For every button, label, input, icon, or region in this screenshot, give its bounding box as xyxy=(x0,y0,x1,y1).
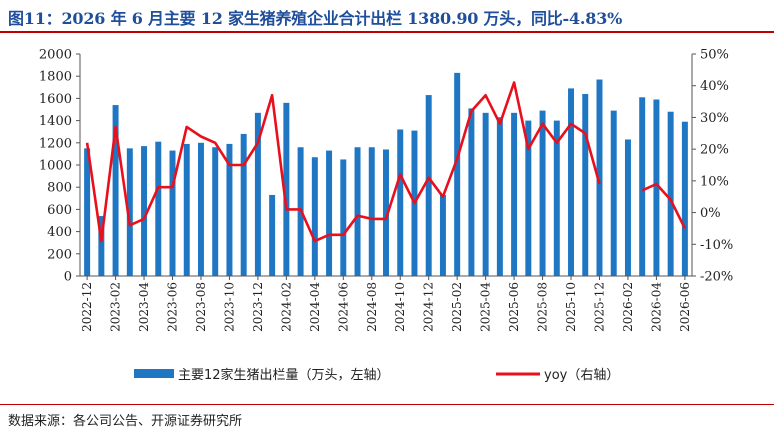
x-tick-label: 2025-12 xyxy=(592,282,606,332)
bar xyxy=(141,146,148,276)
x-tick-label: 2025-02 xyxy=(450,282,464,332)
bar xyxy=(368,147,375,276)
bar xyxy=(340,159,347,276)
chart-title: 图11：2026 年 6 月主要 12 家生猪养殖企业合计出栏 1380.90 … xyxy=(8,9,623,28)
x-tick-label: 2025-06 xyxy=(507,282,521,332)
bar xyxy=(397,129,404,276)
bar xyxy=(326,150,333,276)
bar xyxy=(439,194,446,276)
bar xyxy=(468,108,475,276)
bar xyxy=(653,99,660,276)
x-tick-label: 2025-10 xyxy=(564,282,578,332)
plot-area: 0 200 400 600 800 1000 1200 1400 1600 1800 2000 -20… xyxy=(39,48,733,332)
bar xyxy=(667,111,674,276)
left-tick-label: 200 xyxy=(47,247,72,262)
legend-bar-label: 主要12家生猪出栏量（万头，左轴） xyxy=(178,367,390,383)
right-tick-label: 40% xyxy=(700,79,729,94)
x-tick-label: 2024-04 xyxy=(308,282,322,332)
bar xyxy=(624,139,631,276)
left-tick-label: 0 xyxy=(64,270,72,285)
legend: 主要12家生猪出栏量（万头，左轴） yoy（右轴） xyxy=(134,367,619,383)
right-tick-label: 0% xyxy=(700,206,721,221)
chart-svg: 0 200 400 600 800 1000 1200 1400 1600 1800 2000 -20… xyxy=(39,48,733,384)
source-note: 数据来源：各公司公告、开源证券研究所 xyxy=(8,414,243,429)
bar xyxy=(240,133,247,276)
right-tick-label: -10% xyxy=(700,238,733,253)
bar xyxy=(212,147,219,276)
x-tick-label: 2025-04 xyxy=(479,282,493,332)
bar xyxy=(596,79,603,276)
bar xyxy=(311,157,318,276)
left-tick-label: 1800 xyxy=(39,70,72,85)
left-tick-label: 1200 xyxy=(39,136,72,151)
x-tick-label: 2024-06 xyxy=(336,282,350,332)
right-tick-label: 30% xyxy=(700,111,729,126)
bar xyxy=(568,88,575,276)
left-tick-label: 2000 xyxy=(39,48,72,63)
x-tick-label: 2023-12 xyxy=(251,282,265,332)
bar xyxy=(197,142,204,276)
bar xyxy=(254,112,261,276)
bar xyxy=(283,102,290,276)
x-tick-label: 2024-02 xyxy=(279,282,293,332)
right-tick-label: 50% xyxy=(700,48,729,63)
yoy-line xyxy=(85,81,601,243)
left-tick-label: 1400 xyxy=(39,114,72,129)
x-tick-label: 2024-10 xyxy=(393,282,407,332)
bar xyxy=(169,150,176,276)
x-tick-label: 2026-02 xyxy=(621,282,635,332)
legend-bar-swatch xyxy=(134,369,174,378)
x-tick-label: 2023-10 xyxy=(222,282,236,332)
bar xyxy=(269,194,276,276)
title-rule xyxy=(0,31,774,33)
right-tick-label: -20% xyxy=(700,270,733,285)
x-tick-label: 2026-04 xyxy=(649,282,663,332)
left-tick-label: 600 xyxy=(47,203,72,218)
x-tick-label: 2023-06 xyxy=(166,282,180,332)
yoy-line xyxy=(641,182,687,229)
x-tick-label: 2026-06 xyxy=(678,282,692,332)
x-tick-label: 2023-08 xyxy=(194,282,208,332)
bar xyxy=(84,148,91,276)
x-tick-label: 2024-08 xyxy=(365,282,379,332)
right-tick-label: 20% xyxy=(700,143,729,158)
bar xyxy=(539,110,546,276)
x-tick-label: 2022-12 xyxy=(80,282,94,332)
x-tick-label: 2023-04 xyxy=(137,282,151,332)
bar xyxy=(639,97,646,276)
bar xyxy=(226,143,233,276)
x-tick-label: 2024-12 xyxy=(422,282,436,332)
bar xyxy=(511,112,518,276)
x-tick-label: 2025-08 xyxy=(536,282,550,332)
right-tick-label: 10% xyxy=(700,174,729,189)
bar xyxy=(525,120,532,276)
footer-rule xyxy=(0,404,774,405)
bar xyxy=(496,117,503,277)
bar xyxy=(482,112,489,276)
bar xyxy=(681,121,688,277)
bar xyxy=(454,72,461,276)
bar xyxy=(354,147,361,276)
left-tick-label: 1000 xyxy=(39,159,72,174)
bar xyxy=(425,95,432,276)
left-tick-label: 1600 xyxy=(39,92,72,107)
bar xyxy=(610,110,617,276)
bar xyxy=(155,141,162,276)
bar xyxy=(126,148,133,276)
bar xyxy=(98,216,105,276)
x-tick-label: 2023-02 xyxy=(109,282,123,332)
legend-line-label: yoy（右轴） xyxy=(544,368,619,383)
bar xyxy=(383,149,389,276)
left-tick-label: 400 xyxy=(47,225,72,240)
bar xyxy=(582,93,589,277)
left-tick-label: 800 xyxy=(47,181,72,196)
bar xyxy=(183,143,190,276)
bar xyxy=(112,105,119,276)
bar xyxy=(553,120,560,276)
